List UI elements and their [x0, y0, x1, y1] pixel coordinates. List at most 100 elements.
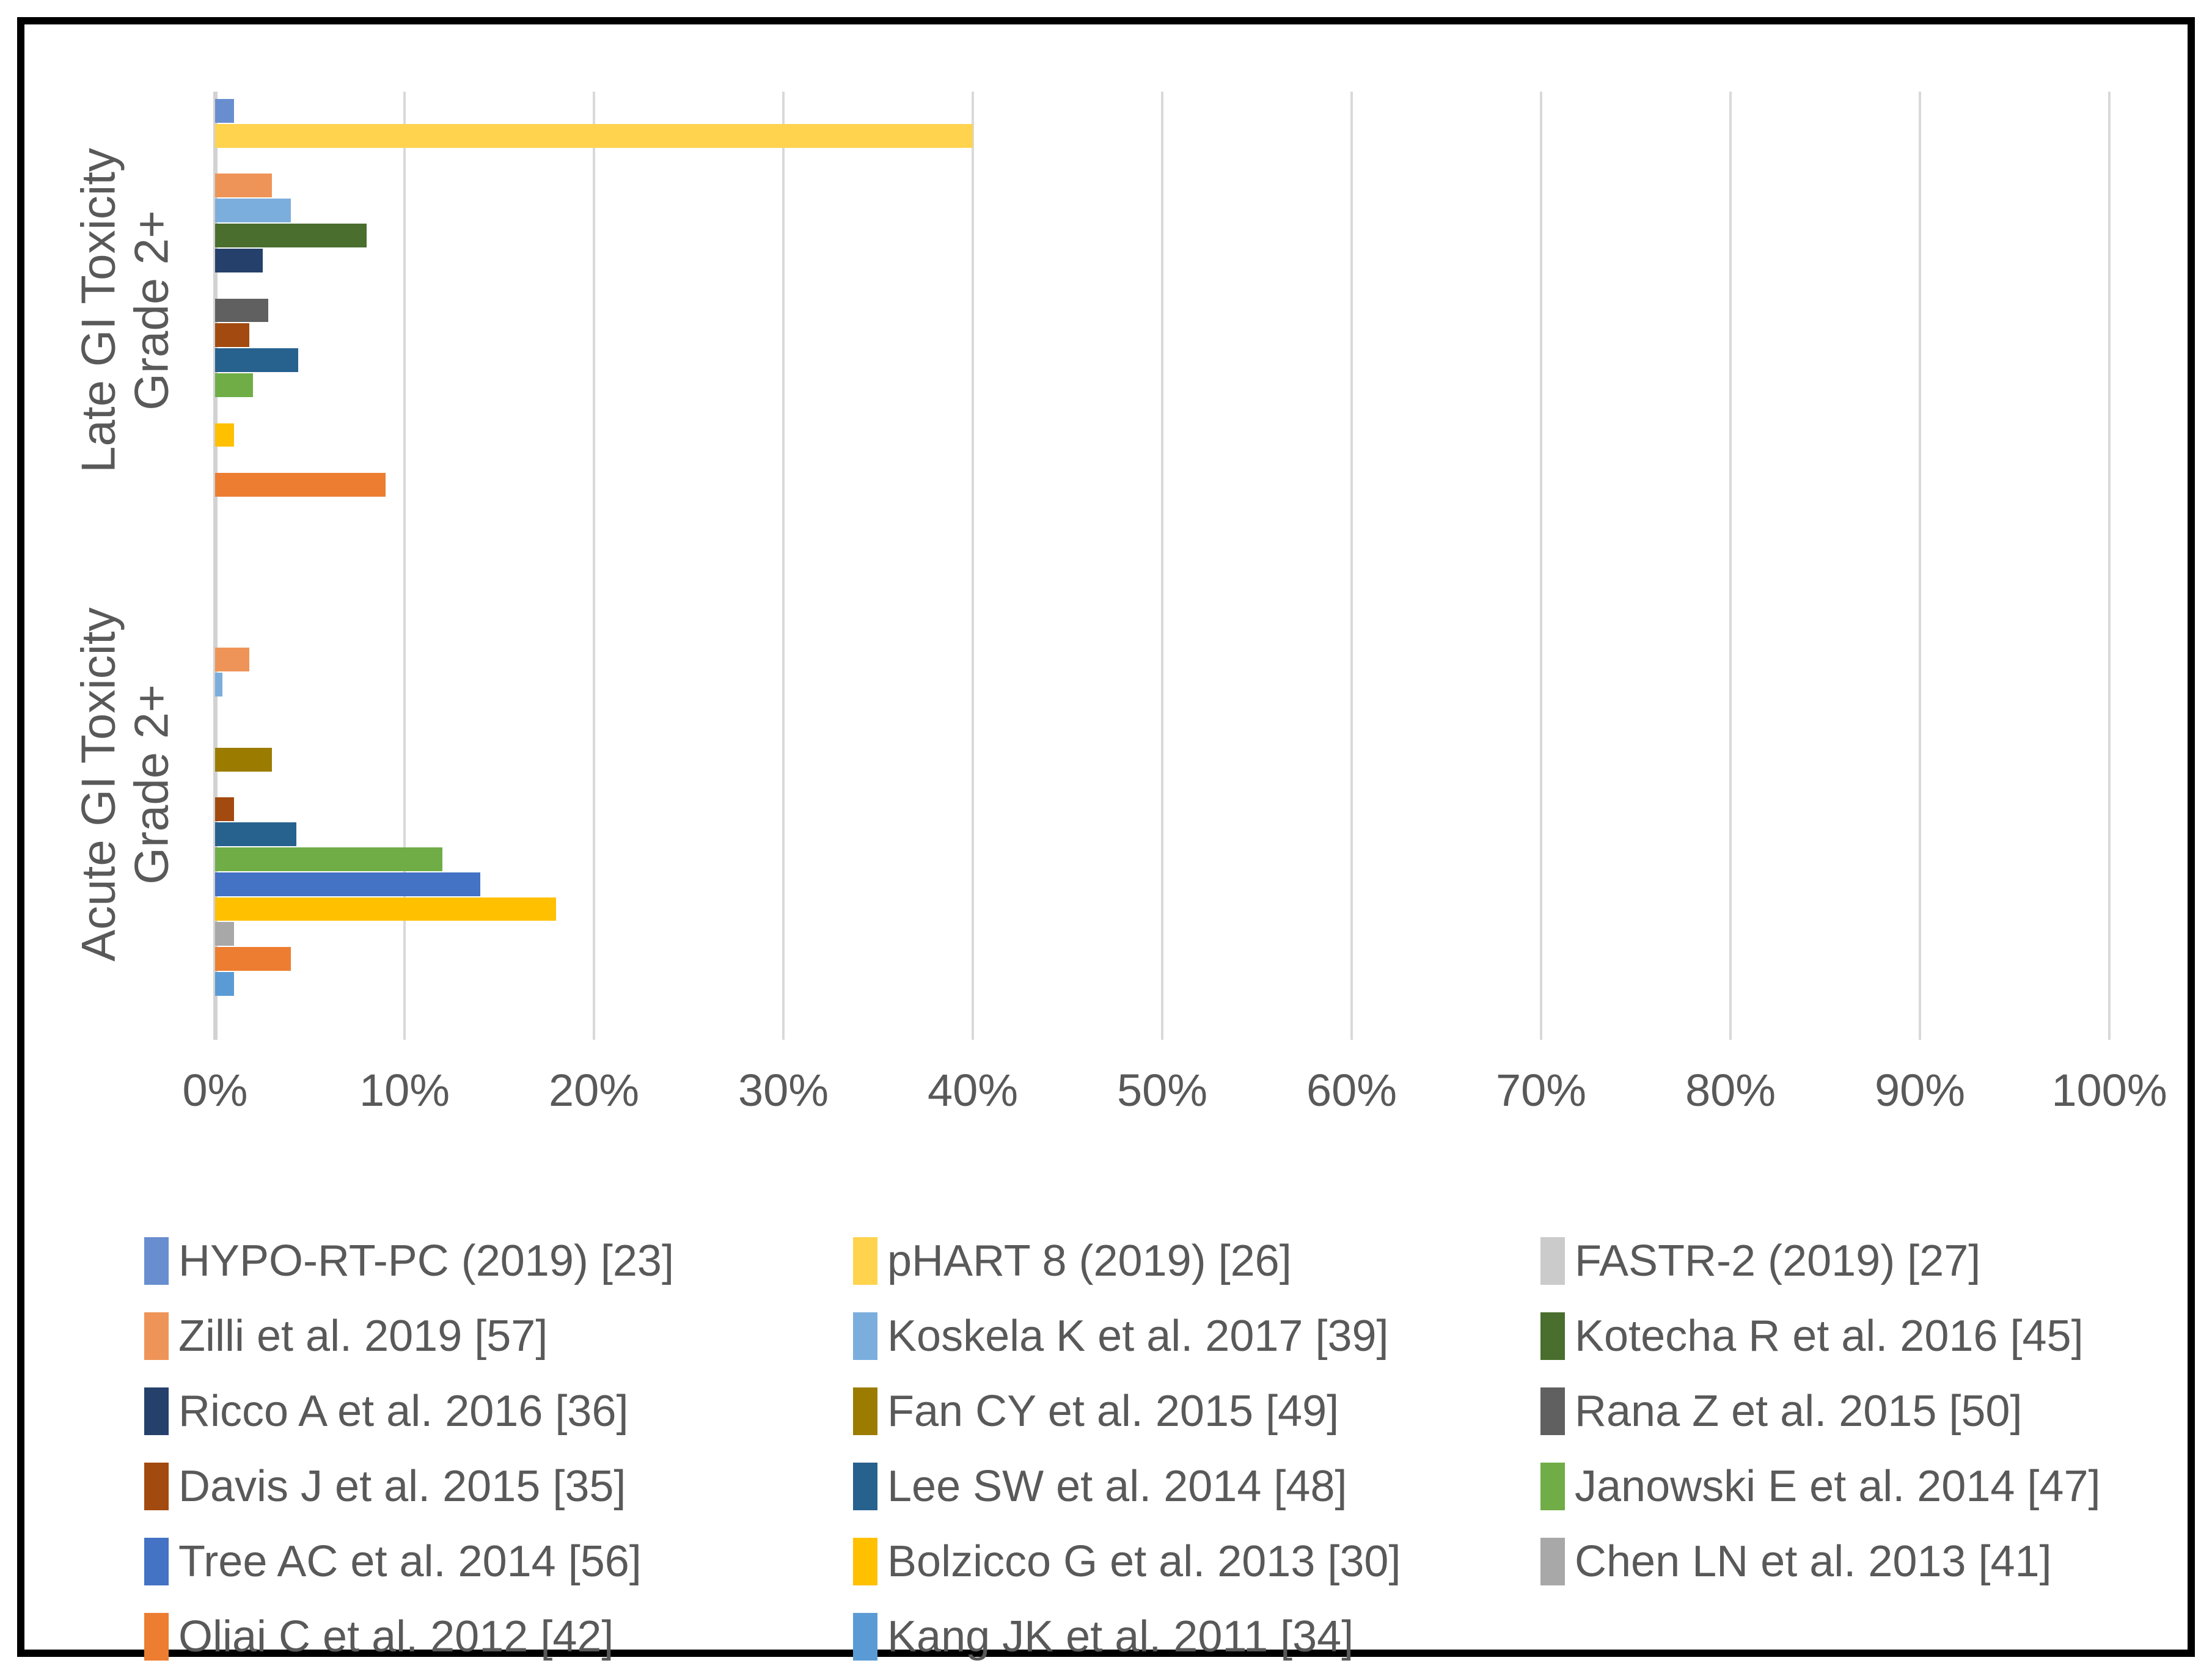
bar-phart-8-2019-26-late	[215, 123, 973, 148]
gridline-20%	[593, 92, 595, 1040]
bar-slot	[215, 198, 2109, 223]
legend-swatch-icon	[853, 1537, 877, 1585]
legend-swatch-icon	[144, 1612, 169, 1661]
legend-item-kang-jk-et-al-2011-34: Kang JK et al. 2011 [34]	[853, 1612, 1540, 1662]
x-tick-label-70: 70%	[1495, 1065, 1587, 1116]
bar-slot	[215, 472, 2109, 497]
bar-slot	[215, 447, 2109, 472]
legend-item-fastr-2-2019-27: FASTR-2 (2019) [27]	[1540, 1236, 2101, 1286]
x-tick-label-0: 0%	[182, 1065, 248, 1116]
category-label-late-gi-toxicity-grade-2: Late GI Toxicity Grade 2+	[71, 148, 179, 473]
legend-item-zilli-et-al-2019-57: Zilli et al. 2019 [57]	[144, 1311, 853, 1361]
bar-fan-cy-et-al-2015-49-acute	[215, 747, 272, 772]
bar-oliai-c-et-al-2012-42-late	[215, 473, 386, 497]
bar-slot	[215, 797, 2109, 822]
gridline-50%	[1161, 92, 1163, 1040]
legend-label: Koskela K et al. 2017 [39]	[887, 1311, 1389, 1361]
legend-label: Davis J et al. 2015 [35]	[178, 1461, 626, 1511]
legend-label: FASTR-2 (2019) [27]	[1575, 1236, 1981, 1285]
bar-lee-sw-et-al-2014-48-late	[215, 348, 299, 372]
bar-slot	[215, 248, 2109, 273]
gridline-60%	[1350, 92, 1353, 1040]
bar-slot	[215, 123, 2109, 148]
bar-slot	[215, 373, 2109, 398]
x-tick-label-100: 100%	[2051, 1065, 2167, 1116]
legend-item-fan-cy-et-al-2015-49: Fan CY et al. 2015 [49]	[853, 1386, 1540, 1436]
legend-item-phart-8-2019-26: pHART 8 (2019) [26]	[853, 1236, 1540, 1286]
legend-label: Oliai C et al. 2012 [42]	[178, 1612, 614, 1661]
legend-item-lee-sw-et-al-2014-48: Lee SW et al. 2014 [48]	[853, 1461, 1540, 1511]
legend-item-oliai-c-et-al-2012-42: Oliai C et al. 2012 [42]	[144, 1612, 853, 1662]
gridline-40%	[972, 92, 974, 1040]
legend-item-ricco-a-et-al-2016-36: Ricco A et al. 2016 [36]	[144, 1386, 853, 1436]
legend-swatch-icon	[853, 1387, 877, 1435]
x-tick-label-40: 40%	[927, 1065, 1019, 1116]
legend-item-rana-z-et-al-2015-50: Rana Z et al. 2015 [50]	[1540, 1386, 2101, 1436]
bar-slot	[215, 598, 2109, 623]
legend-swatch-icon	[144, 1312, 169, 1360]
y-axis-line	[213, 92, 218, 1040]
x-tick-label-60: 60%	[1306, 1065, 1397, 1116]
legend-label: Ricco A et al. 2016 [36]	[178, 1386, 629, 1436]
x-tick-label-80: 80%	[1685, 1065, 1776, 1116]
legend-item-bolzicco-g-et-al-2013-30: Bolzicco G et al. 2013 [30]	[853, 1537, 1540, 1587]
bar-bolzicco-g-et-al-2013-30-acute	[215, 897, 556, 921]
legend-label: Fan CY et al. 2015 [49]	[887, 1386, 1339, 1436]
bar-slot	[215, 398, 2109, 423]
bar-slot	[215, 623, 2109, 648]
legend-swatch-icon	[144, 1387, 169, 1435]
figure-border: 0% 10% 20% 30% 40% 50% 60% 70% 80% 90% 100% Late GI…	[17, 17, 2195, 1661]
legend-item-janowski-e-et-al-2014-47: Janowski E et al. 2014 [47]	[1540, 1461, 2101, 1511]
x-tick-label-90: 90%	[1874, 1065, 1966, 1116]
bar-koskela-k-et-al-2017-39-late	[215, 199, 291, 223]
bar-davis-j-et-al-2015-35-late	[215, 323, 249, 348]
bar-slot	[215, 971, 2109, 996]
bar-rana-z-et-al-2015-50-late	[215, 298, 268, 323]
bar-zilli-et-al-2019-57-acute	[215, 648, 249, 672]
bar-slot	[215, 348, 2109, 373]
bar-slot	[215, 946, 2109, 971]
x-tick-label-50: 50%	[1116, 1065, 1208, 1116]
bar-janowski-e-et-al-2014-47-acute	[215, 847, 442, 871]
gridline-100%	[2108, 92, 2111, 1040]
bar-slot	[215, 897, 2109, 922]
bar-kang-jk-et-al-2011-34-acute	[215, 972, 234, 996]
legend-swatch-icon	[1540, 1537, 1565, 1585]
bar-slot	[215, 323, 2109, 348]
bar-slot	[215, 647, 2109, 672]
legend-swatch-icon	[853, 1462, 877, 1510]
gridline-80%	[1729, 92, 1732, 1040]
legend-swatch-icon	[853, 1237, 877, 1285]
legend-swatch-icon	[144, 1237, 169, 1285]
category-group-late-gi-toxicity-grade-2	[215, 98, 2109, 522]
bar-slot	[215, 722, 2109, 747]
bar-slot	[215, 822, 2109, 847]
gridline-90%	[1919, 92, 1921, 1040]
legend-swatch-icon	[1540, 1462, 1565, 1510]
legend-label: pHART 8 (2019) [26]	[887, 1236, 1292, 1285]
legend-label: Tree AC et al. 2014 [56]	[178, 1537, 642, 1586]
bar-hypo-rt-pc-2019-23-late	[215, 99, 234, 123]
gridline-70%	[1540, 92, 1542, 1040]
bar-ricco-a-et-al-2016-36-late	[215, 248, 263, 272]
bar-slot	[215, 223, 2109, 248]
legend-item-koskela-k-et-al-2017-39: Koskela K et al. 2017 [39]	[853, 1311, 1540, 1361]
x-tick-label-20: 20%	[548, 1065, 640, 1116]
bar-slot	[215, 423, 2109, 448]
bar-slot	[215, 847, 2109, 872]
gridline-10%	[403, 92, 406, 1040]
legend-swatch-icon	[1540, 1387, 1565, 1435]
bar-slot	[215, 497, 2109, 522]
legend-label: Kotecha R et al. 2016 [45]	[1575, 1311, 2084, 1361]
bar-janowski-e-et-al-2014-47-late	[215, 373, 253, 397]
legend: HYPO-RT-PC (2019) [23] pHART 8 (2019) [26…	[144, 1223, 2101, 1674]
legend-label: Lee SW et al. 2014 [48]	[887, 1461, 1347, 1511]
legend-item-davis-j-et-al-2015-35: Davis J et al. 2015 [35]	[144, 1461, 853, 1511]
bar-slot	[215, 572, 2109, 598]
bar-bolzicco-g-et-al-2013-30-late	[215, 423, 234, 447]
bar-zilli-et-al-2019-57-late	[215, 174, 272, 198]
bar-oliai-c-et-al-2012-42-acute	[215, 947, 291, 971]
bar-slot	[215, 173, 2109, 198]
gridline-30%	[782, 92, 785, 1040]
